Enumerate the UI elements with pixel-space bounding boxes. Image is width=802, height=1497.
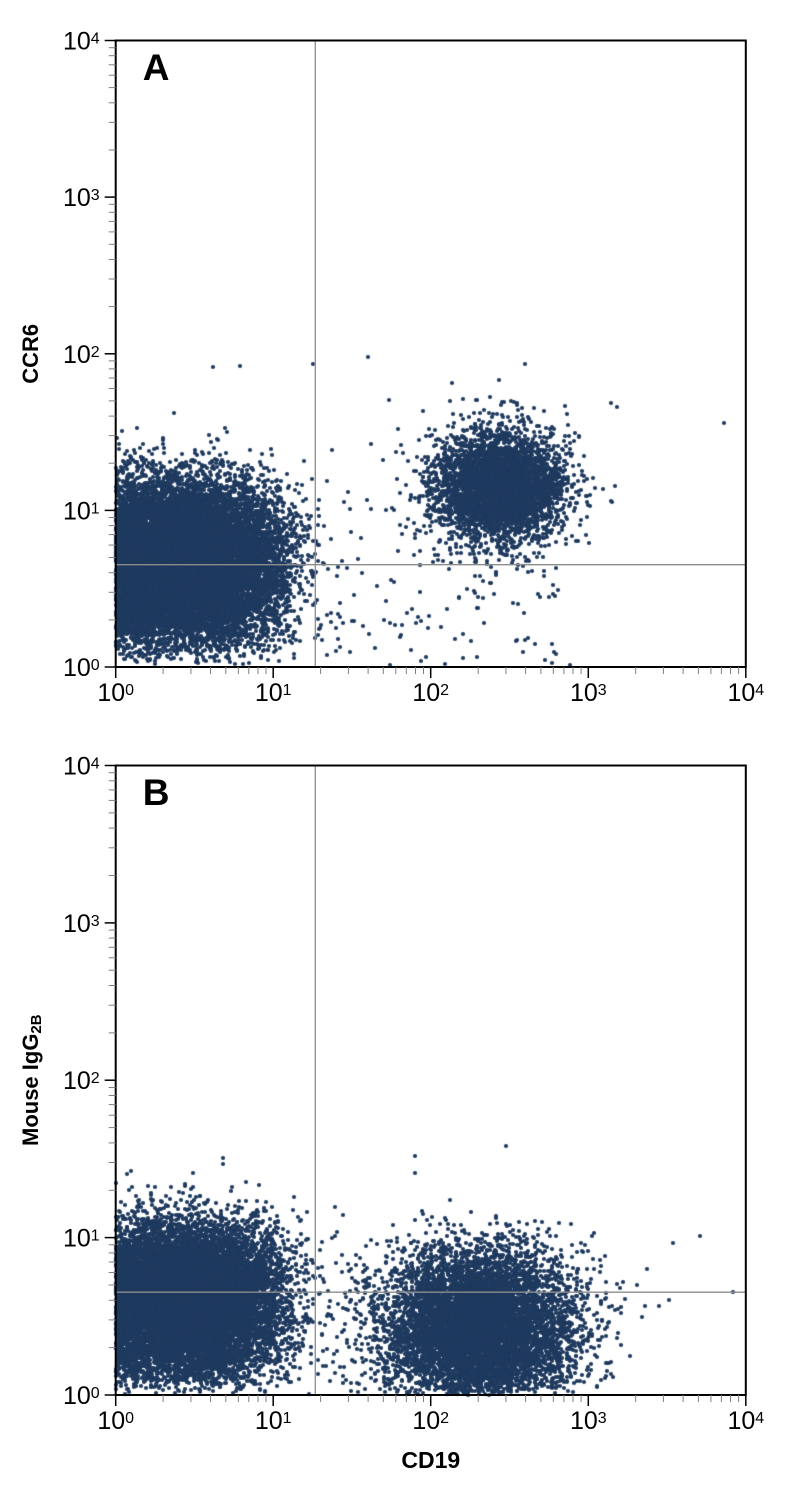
svg-text:100: 100 (63, 654, 100, 682)
svg-text:101: 101 (255, 679, 292, 707)
svg-text:101: 101 (63, 497, 100, 525)
svg-text:100: 100 (63, 1382, 100, 1410)
svg-text:104: 104 (63, 28, 100, 56)
svg-text:101: 101 (63, 1225, 100, 1253)
svg-text:104: 104 (727, 679, 764, 707)
svg-text:104: 104 (727, 1407, 764, 1435)
svg-text:Mouse IgG2B: Mouse IgG2B (18, 1014, 45, 1146)
svg-text:CCR6: CCR6 (18, 324, 43, 384)
svg-text:100: 100 (97, 1407, 134, 1435)
svg-text:102: 102 (412, 1407, 449, 1435)
svg-text:102: 102 (63, 1067, 100, 1095)
svg-text:102: 102 (63, 341, 100, 369)
svg-text:A: A (143, 47, 170, 88)
svg-text:100: 100 (97, 679, 134, 707)
svg-text:B: B (143, 772, 170, 813)
svg-text:102: 102 (412, 679, 449, 707)
svg-text:103: 103 (63, 910, 100, 938)
svg-text:104: 104 (63, 753, 100, 781)
svg-text:103: 103 (63, 184, 100, 212)
svg-text:103: 103 (570, 1407, 607, 1435)
svg-text:CD19: CD19 (401, 1447, 460, 1473)
svg-text:103: 103 (570, 679, 607, 707)
svg-text:101: 101 (255, 1407, 292, 1435)
